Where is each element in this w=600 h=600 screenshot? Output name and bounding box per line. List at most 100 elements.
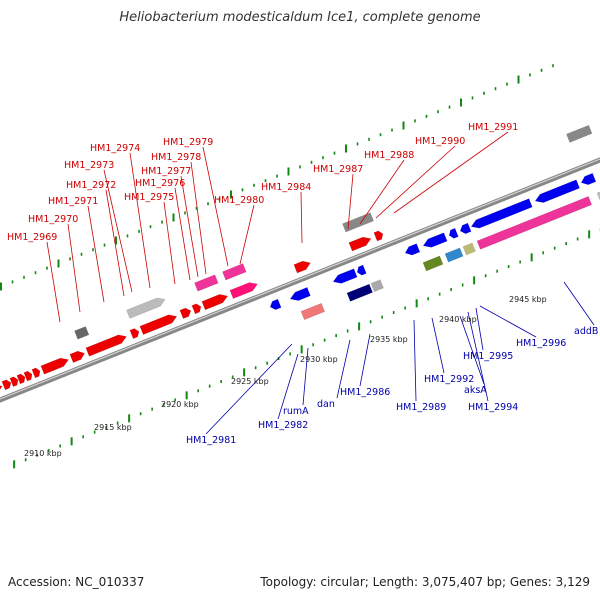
- forward-gene[interactable]: [40, 357, 69, 375]
- forward-gene[interactable]: [139, 314, 178, 335]
- gene-label-top[interactable]: HM1_2977: [141, 166, 191, 177]
- leader-line: [129, 152, 151, 289]
- gene-label-top[interactable]: HM1_2979: [163, 137, 213, 148]
- gene-label-top[interactable]: HM1_2969: [7, 232, 57, 243]
- reverse-gene[interactable]: [534, 179, 580, 203]
- scale-label: 2925 kbp: [231, 377, 269, 386]
- leader-line: [563, 281, 595, 326]
- gene-label-bottom[interactable]: HM1_2996: [516, 338, 566, 349]
- gene-label-bottom[interactable]: aksA: [464, 385, 487, 396]
- gene-label-bottom[interactable]: HM1_2981: [186, 435, 236, 446]
- reverse-gene[interactable]: [356, 264, 367, 276]
- scale-label: 2910 kbp: [24, 449, 62, 458]
- leader-line: [300, 191, 303, 244]
- forward-gene-outer[interactable]: [566, 124, 593, 143]
- gene-label-bottom[interactable]: addB: [574, 326, 598, 337]
- gene-label-bottom[interactable]: HM1_2992: [424, 374, 474, 385]
- reverse-gene[interactable]: [580, 172, 597, 185]
- forward-gene[interactable]: [0, 385, 3, 397]
- forward-gene[interactable]: [348, 236, 372, 252]
- forward-gene[interactable]: [16, 373, 26, 385]
- gene-label-top[interactable]: HM1_2984: [261, 182, 311, 193]
- reverse-gene-outer[interactable]: [462, 242, 476, 256]
- gene-label-top[interactable]: HM1_2978: [151, 152, 201, 163]
- gene-label-bottom[interactable]: HM1_2994: [468, 402, 518, 413]
- reverse-gene-outer[interactable]: [444, 247, 464, 263]
- leader-line: [163, 201, 176, 285]
- gene-label-top[interactable]: HM1_2988: [364, 150, 414, 161]
- gene-label-top[interactable]: HM1_2973: [64, 160, 114, 171]
- leader-line: [239, 204, 255, 265]
- leader-line: [180, 175, 199, 278]
- reverse-gene-outer[interactable]: [370, 279, 384, 293]
- label-leader-lines: [46, 131, 595, 435]
- reverse-gene[interactable]: [332, 268, 358, 284]
- gene-label-bottom[interactable]: HM1_2989: [396, 402, 446, 413]
- reverse-gene[interactable]: [289, 287, 311, 301]
- forward-gene[interactable]: [1, 379, 12, 391]
- gene-label-top[interactable]: HM1_2971: [48, 196, 98, 207]
- forward-gene[interactable]: [179, 307, 192, 319]
- leader-line: [277, 353, 299, 420]
- forward-gene[interactable]: [201, 294, 229, 311]
- forward-gene[interactable]: [373, 230, 384, 242]
- reverse-gene[interactable]: [422, 232, 448, 248]
- backbone-line: [0, 157, 600, 403]
- forward-gene[interactable]: [129, 328, 140, 339]
- forward-gene-outer[interactable]: [74, 326, 90, 340]
- gene-label-top[interactable]: HM1_2970: [28, 214, 78, 225]
- forward-gene[interactable]: [9, 376, 19, 387]
- gene-label-top[interactable]: HM1_2976: [135, 178, 185, 189]
- reverse-gene-outer[interactable]: [422, 255, 444, 272]
- gene-label-top[interactable]: HM1_2990: [415, 136, 465, 147]
- leader-line: [479, 305, 537, 338]
- reverse-gene-outer[interactable]: [300, 302, 326, 321]
- leader-line: [336, 339, 351, 399]
- gene-label-top[interactable]: HM1_2972: [66, 180, 116, 191]
- forward-gene-outer[interactable]: [222, 263, 247, 281]
- forward-gene[interactable]: [191, 303, 202, 315]
- reverse-gene-outer[interactable]: [476, 196, 593, 250]
- forward-gene[interactable]: [85, 334, 127, 357]
- gene-label-top[interactable]: HM1_2987: [313, 164, 363, 175]
- gene-label-top[interactable]: HM1_2991: [468, 122, 518, 133]
- gene-label-top[interactable]: HM1_2980: [214, 195, 264, 206]
- reverse-gene-outer[interactable]: [596, 186, 600, 202]
- topology-text: Topology: circular; Length: 3,075,407 bp…: [260, 575, 590, 589]
- reverse-gene[interactable]: [448, 227, 459, 239]
- gene-label-bottom[interactable]: dan: [317, 399, 335, 410]
- gene-label-bottom[interactable]: HM1_2982: [258, 420, 308, 431]
- gene-label-bottom[interactable]: rumA: [283, 406, 309, 417]
- forward-gene-outer[interactable]: [194, 274, 219, 292]
- forward-gene-outer[interactable]: [126, 297, 166, 319]
- reverse-gene[interactable]: [470, 198, 533, 229]
- leader-line: [359, 333, 371, 387]
- scale-label: 2935 kbp: [370, 335, 408, 344]
- reverse-gene[interactable]: [459, 222, 472, 234]
- genome-title: Heliobacterium modesticaldum Ice1, compl…: [119, 10, 481, 25]
- reverse-gene-outer[interactable]: [346, 283, 373, 302]
- gene-label-top[interactable]: HM1_2975: [124, 192, 174, 203]
- scale-label: 2940 kbp: [439, 315, 477, 324]
- gene-label-top[interactable]: HM1_2974: [90, 143, 140, 154]
- forward-gene-outer[interactable]: [342, 212, 374, 233]
- leader-line: [205, 343, 293, 435]
- scale-label: 2920 kbp: [161, 400, 199, 409]
- leader-line: [431, 317, 445, 374]
- forward-gene[interactable]: [23, 370, 33, 382]
- reverse-gene[interactable]: [269, 298, 282, 310]
- leader-line: [459, 315, 485, 385]
- forward-gene[interactable]: [69, 350, 85, 363]
- reverse-gene[interactable]: [404, 243, 421, 256]
- leader-line: [302, 347, 309, 406]
- leader-line: [359, 159, 405, 225]
- leader-line: [413, 319, 417, 402]
- leader-line: [103, 169, 133, 293]
- gene-label-bottom[interactable]: HM1_2995: [463, 351, 513, 362]
- leader-line: [467, 311, 489, 402]
- forward-gene[interactable]: [229, 282, 258, 299]
- forward-gene[interactable]: [293, 260, 311, 274]
- forward-gene[interactable]: [31, 367, 41, 379]
- gene-label-bottom[interactable]: HM1_2986: [340, 387, 390, 398]
- leader-line: [46, 241, 61, 323]
